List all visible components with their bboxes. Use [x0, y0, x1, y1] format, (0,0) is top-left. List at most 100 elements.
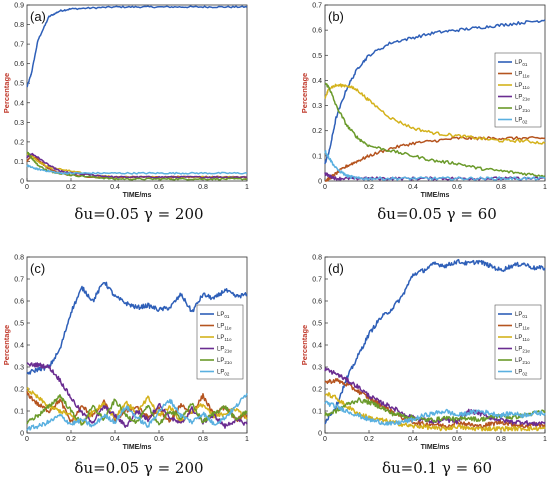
- legend-entry: LP21e: [515, 347, 530, 354]
- panel-caption: δu=0.1 γ = 60: [382, 459, 492, 477]
- x-tick-label: 0.4: [110, 436, 120, 443]
- legend-entry-subscript: 21o: [224, 360, 232, 365]
- panel-caption: δu=0.05 γ = 200: [74, 459, 203, 477]
- x-tick-label: 1: [245, 184, 249, 191]
- legend-entry-subscript: 11e: [522, 325, 530, 330]
- x-axis-label: TIME/ms: [421, 444, 450, 451]
- legend: LP01 LP11e LP11o LP21e LP21o LP02: [196, 304, 244, 380]
- legend-entry: LP21o: [515, 358, 530, 365]
- legend-entry-subscript: 11e: [522, 73, 530, 78]
- y-tick-label: 0.3: [14, 365, 24, 372]
- legend-entry: LP21o: [515, 106, 530, 113]
- series-line-lp01: [324, 19, 546, 165]
- y-tick-label: 0.4: [14, 100, 24, 107]
- y-tick-label: 0: [20, 431, 24, 438]
- y-tick-label: 0.1: [312, 153, 322, 160]
- legend-entry-subscript: 21e: [224, 348, 232, 353]
- x-tick-label: 0.2: [364, 184, 374, 191]
- x-tick-label: 0.2: [66, 436, 76, 443]
- panel-b: 0 0.1 0.2 0.3 0.4 0.5 0.6 0.7 0 0.2 0.4 0.6 0.8 1 TIME…: [300, 3, 547, 224]
- y-tick-label: 0.7: [14, 42, 24, 49]
- series-line-lp21o: [26, 151, 248, 181]
- y-tick-label: 0.3: [312, 103, 322, 110]
- x-tick-label: 0.8: [198, 184, 208, 191]
- series-line-lp11o: [324, 392, 546, 432]
- series-line-lp01: [26, 281, 248, 375]
- legend-entry-subscript: 11o: [224, 337, 232, 342]
- legend-entry: LP21o: [217, 358, 232, 365]
- legend: LP01 LP11e LP11o LP21e LP21o LP02: [494, 52, 542, 128]
- y-axis-label: Percentage: [300, 325, 309, 365]
- x-tick-label: 0.4: [110, 184, 120, 191]
- legend-entry: LP01: [515, 60, 528, 67]
- y-tick-label: 0.5: [14, 81, 24, 88]
- legend-entry: LP11o: [217, 335, 232, 342]
- legend-box: [494, 52, 542, 128]
- y-tick-label: 0.2: [14, 387, 24, 394]
- series-line-lp11e: [26, 391, 248, 423]
- panel-label: (b): [328, 9, 344, 24]
- x-tick-label: 1: [543, 184, 547, 191]
- y-tick-label: 0.4: [312, 343, 322, 350]
- x-tick-label: 0: [323, 436, 327, 443]
- series-line-lp02: [324, 400, 546, 426]
- y-tick-label: 0.3: [14, 120, 24, 127]
- legend-entry: LP11e: [515, 72, 530, 79]
- panel-caption: δu=0.05 γ = 60: [377, 205, 497, 223]
- legend-entry-subscript: 02: [224, 371, 230, 376]
- y-tick-label: 0.5: [312, 321, 322, 328]
- x-tick-label: 0.6: [154, 436, 164, 443]
- y-tick-label: 0: [318, 179, 322, 186]
- legend-entry: LP01: [217, 312, 230, 319]
- y-tick-label: 0.3: [312, 365, 322, 372]
- y-tick-label: 0.8: [14, 22, 24, 29]
- y-tick-label: 0.2: [14, 139, 24, 146]
- panel-c: 0 0.1 0.2 0.3 0.4 0.5 0.6 0.7 0.8 0 0.2 0.4 0.6 0.8 1 T…: [2, 255, 249, 478]
- x-tick-label: 0: [25, 436, 29, 443]
- y-tick-label: 0.1: [312, 409, 322, 416]
- panel-caption: δu=0.05 γ = 200: [74, 205, 203, 223]
- legend-entry-subscript: 11o: [522, 85, 530, 90]
- x-tick-label: 0: [323, 184, 327, 191]
- y-tick-label: 0.7: [312, 277, 322, 284]
- y-axis-label: Percentage: [300, 73, 309, 113]
- legend-entry: LP02: [217, 370, 230, 377]
- legend-entry: LP01: [515, 312, 528, 319]
- x-tick-label: 0: [25, 184, 29, 191]
- x-tick-label: 1: [543, 436, 547, 443]
- y-tick-label: 0.6: [312, 28, 322, 35]
- legend-entry-subscript: 11o: [522, 337, 530, 342]
- panel-a: 0 0.1 0.2 0.3 0.4 0.5 0.6 0.7 0.8 0.9 0 0.2 0.4 0.6 0.…: [2, 3, 249, 224]
- x-axis-label: TIME/ms: [123, 444, 152, 451]
- legend-entry-subscript: 21o: [522, 108, 530, 113]
- legend: LP01 LP11e LP11o LP21e LP21o LP02: [494, 304, 542, 380]
- y-tick-label: 0: [318, 431, 322, 438]
- legend-entry-subscript: 21e: [522, 96, 530, 101]
- x-tick-label: 0.2: [364, 436, 374, 443]
- legend-box: [494, 304, 542, 380]
- legend-entry-subscript: 02: [522, 371, 528, 376]
- legend-entry-subscript: 21o: [522, 360, 530, 365]
- x-tick-label: 0.6: [154, 184, 164, 191]
- panel-d: 0 0.1 0.2 0.3 0.4 0.5 0.6 0.7 0.8 0 0.2 0.4 0.6 0.8 1 T…: [300, 255, 547, 478]
- series-line-lp21o: [26, 394, 248, 426]
- legend-entry-subscript: 01: [522, 62, 528, 67]
- y-tick-label: 0.9: [14, 3, 24, 10]
- y-tick-label: 0.1: [14, 409, 24, 416]
- y-tick-label: 0.5: [312, 53, 322, 60]
- y-tick-label: 0: [20, 179, 24, 186]
- y-tick-label: 0.5: [14, 321, 24, 328]
- legend-box: [196, 304, 244, 380]
- x-tick-label: 1: [245, 436, 249, 443]
- x-tick-label: 0.2: [66, 184, 76, 191]
- y-tick-label: 0.6: [312, 299, 322, 306]
- series-line-lp02: [324, 149, 546, 181]
- series-line-lp02: [26, 393, 248, 431]
- legend-entry-subscript: 11e: [224, 325, 232, 330]
- x-tick-label: 0.4: [408, 184, 418, 191]
- y-tick-label: 0.2: [312, 387, 322, 394]
- series-line-lp21o: [324, 397, 546, 423]
- x-tick-label: 0.8: [496, 184, 506, 191]
- y-tick-label: 0.8: [14, 255, 24, 262]
